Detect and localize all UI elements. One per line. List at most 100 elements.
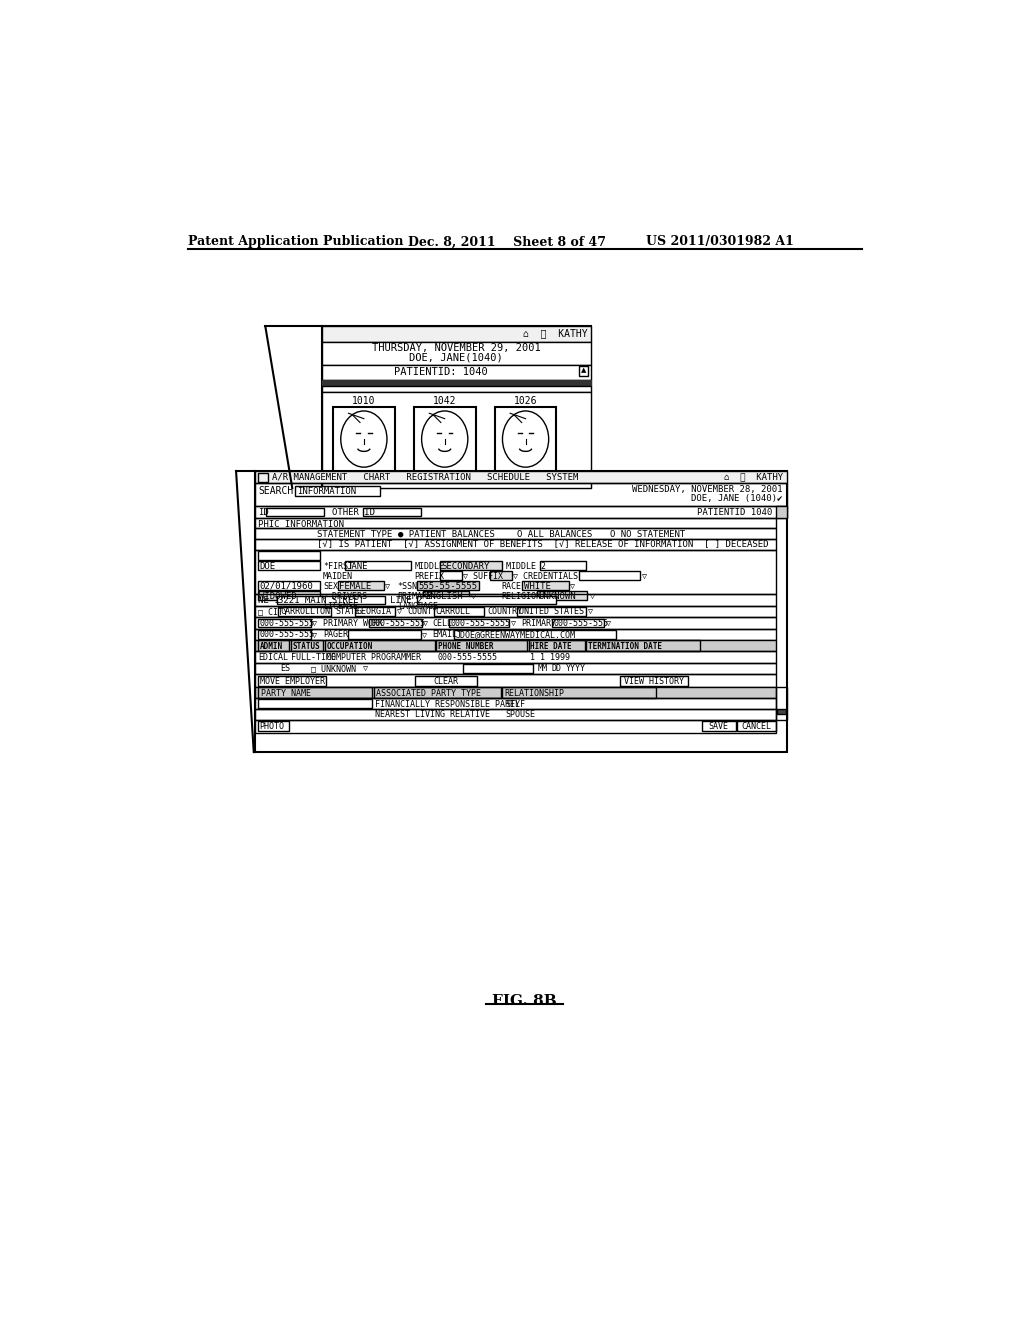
- Text: RACE: RACE: [502, 582, 521, 591]
- Bar: [258, 721, 289, 731]
- Text: 1026: 1026: [514, 396, 538, 407]
- Text: 000-555-5555: 000-555-5555: [451, 619, 511, 628]
- Bar: [517, 607, 587, 615]
- Bar: [322, 342, 591, 364]
- Text: PATIENTID: 1040: PATIENTID: 1040: [394, 367, 487, 378]
- Text: O ALL BALANCES: O ALL BALANCES: [517, 529, 592, 539]
- Text: EDICAL: EDICAL: [258, 653, 289, 661]
- Text: PHONE NUMBER: PHONE NUMBER: [438, 642, 494, 651]
- Bar: [579, 367, 588, 376]
- Text: COMPUTER PROGRAMMER: COMPUTER PROGRAMMER: [326, 653, 421, 661]
- Text: *SSN: *SSN: [397, 582, 418, 591]
- Text: THURSDAY, NOVEMBER 29, 2001: THURSDAY, NOVEMBER 29, 2001: [372, 343, 541, 354]
- Text: YYYY: YYYY: [565, 664, 586, 673]
- Bar: [266, 508, 324, 516]
- Text: PAGER: PAGER: [323, 631, 348, 639]
- Text: PARTY NAME: PARTY NAME: [261, 689, 310, 698]
- Text: UNITED STATES: UNITED STATES: [518, 607, 584, 616]
- Text: 02/01/1960: 02/01/1960: [259, 582, 313, 591]
- Bar: [255, 663, 776, 675]
- Bar: [495, 407, 556, 473]
- Text: FIG. 8B: FIG. 8B: [493, 994, 557, 1008]
- Bar: [322, 364, 591, 380]
- Bar: [255, 539, 776, 549]
- Text: TERMINATION DATE: TERMINATION DATE: [588, 642, 662, 651]
- Bar: [325, 640, 435, 651]
- Bar: [295, 487, 380, 496]
- Bar: [258, 688, 373, 698]
- Text: ▽: ▽: [570, 582, 575, 591]
- Bar: [454, 631, 615, 639]
- Text: 000-555-555: 000-555-555: [259, 631, 314, 639]
- Bar: [522, 581, 568, 590]
- Text: A/R MANAGEMENT   CHART   REGISTRATION   SCHEDULE   SYSTEM: A/R MANAGEMENT CHART REGISTRATION SCHEDU…: [272, 473, 579, 482]
- Bar: [538, 591, 587, 601]
- Text: RELIGION: RELIGION: [502, 591, 542, 601]
- Bar: [348, 631, 421, 639]
- Bar: [621, 676, 688, 686]
- Text: ▽: ▽: [605, 619, 610, 628]
- Bar: [579, 572, 640, 579]
- Text: ▽ CREDENTIALS: ▽ CREDENTIALS: [513, 572, 579, 581]
- Text: ▽: ▽: [642, 572, 647, 581]
- Bar: [528, 640, 585, 651]
- Text: PHIC INFORMATION: PHIC INFORMATION: [258, 520, 344, 528]
- Text: PRIMARY: PRIMARY: [521, 619, 556, 628]
- Bar: [416, 676, 477, 686]
- Bar: [255, 517, 776, 528]
- Text: NE 1: NE 1: [258, 595, 280, 605]
- Bar: [255, 618, 776, 628]
- Bar: [255, 471, 786, 752]
- Bar: [255, 483, 786, 507]
- Text: [√] IS PATIENT  [√] ASSIGNMENT OF BENEFITS  [√] RELEASE OF INFORMATION  [ ] DECE: [√] IS PATIENT [√] ASSIGNMENT OF BENEFIT…: [316, 540, 768, 549]
- Bar: [322, 380, 591, 387]
- Bar: [338, 581, 384, 590]
- Text: PHOTO: PHOTO: [259, 722, 284, 731]
- Bar: [552, 619, 604, 627]
- Text: WHITE: WHITE: [524, 582, 551, 591]
- Text: CLEAR: CLEAR: [434, 677, 459, 685]
- Text: ● PATIENT BALANCES: ● PATIENT BALANCES: [397, 529, 495, 539]
- Bar: [345, 561, 411, 570]
- Text: ▽: ▽: [312, 631, 317, 639]
- Bar: [255, 507, 786, 517]
- Text: STATUS: STATUS: [292, 642, 321, 651]
- Text: US 2011/0301982 A1: US 2011/0301982 A1: [646, 235, 795, 248]
- Text: MAIDEN: MAIDEN: [323, 572, 353, 581]
- Bar: [255, 709, 776, 719]
- Bar: [374, 688, 501, 698]
- Text: PRIMARY: PRIMARY: [397, 591, 433, 601]
- Bar: [414, 407, 475, 473]
- Text: UNKNOWN: UNKNOWN: [539, 591, 577, 601]
- Text: ⌂  ⚿  KATHY: ⌂ ⚿ KATHY: [724, 473, 782, 482]
- Text: FEMALE: FEMALE: [339, 582, 372, 591]
- Bar: [322, 326, 591, 488]
- Text: LANGUAGE: LANGUAGE: [397, 602, 437, 611]
- Bar: [255, 528, 776, 539]
- Text: DOE: DOE: [259, 562, 275, 570]
- Text: O NO STATEMENT: O NO STATEMENT: [609, 529, 685, 539]
- Text: □ UNKNOWN: □ UNKNOWN: [310, 664, 355, 673]
- Text: FINANCIALLY RESPONSIBLE PARTY: FINANCIALLY RESPONSIBLE PARTY: [376, 700, 520, 709]
- Text: ▽: ▽: [588, 607, 593, 616]
- Bar: [355, 607, 395, 615]
- Bar: [258, 561, 319, 570]
- Bar: [255, 640, 776, 651]
- Text: Dec. 8, 2011    Sheet 8 of 47: Dec. 8, 2011 Sheet 8 of 47: [408, 235, 606, 248]
- Bar: [434, 607, 484, 615]
- Text: ▽: ▽: [397, 607, 402, 616]
- Bar: [279, 607, 331, 615]
- Text: DOE, JANE (1040)✔: DOE, JANE (1040)✔: [691, 494, 782, 503]
- Text: SECONDARY: SECONDARY: [441, 562, 490, 570]
- Bar: [255, 688, 776, 698]
- Bar: [541, 561, 587, 570]
- Bar: [417, 595, 556, 605]
- Bar: [258, 552, 319, 561]
- Bar: [490, 572, 512, 579]
- Text: 000-555-5555: 000-555-5555: [438, 653, 498, 661]
- Text: JANE: JANE: [347, 562, 369, 570]
- Bar: [322, 392, 591, 488]
- Text: ▽: ▽: [364, 664, 368, 673]
- Text: PREFIX: PREFIX: [415, 572, 444, 581]
- Bar: [737, 721, 776, 731]
